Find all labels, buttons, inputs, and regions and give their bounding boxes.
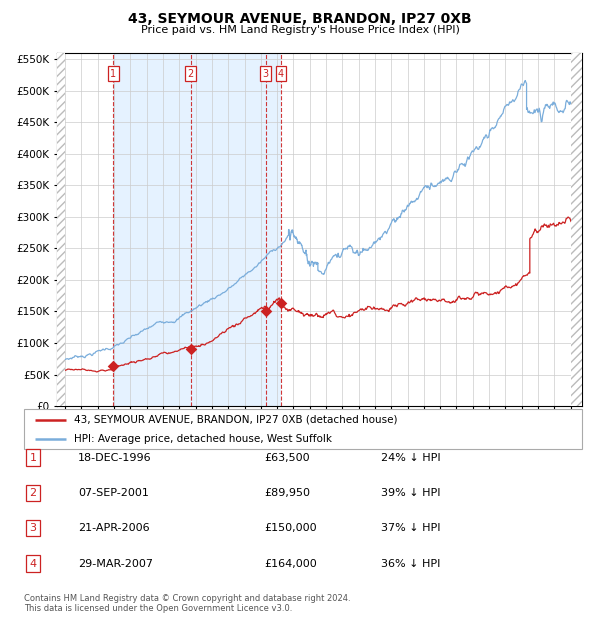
Text: £63,500: £63,500 <box>264 453 310 463</box>
Text: 07-SEP-2001: 07-SEP-2001 <box>78 488 149 498</box>
Text: 3: 3 <box>29 523 37 533</box>
Text: 24% ↓ HPI: 24% ↓ HPI <box>381 453 440 463</box>
Text: Contains HM Land Registry data © Crown copyright and database right 2024.
This d: Contains HM Land Registry data © Crown c… <box>24 594 350 613</box>
Point <box>186 344 196 354</box>
Text: HPI: Average price, detached house, West Suffolk: HPI: Average price, detached house, West… <box>74 434 332 444</box>
Text: 2: 2 <box>187 69 194 79</box>
Text: 3: 3 <box>263 69 269 79</box>
Text: 21-APR-2006: 21-APR-2006 <box>78 523 149 533</box>
Point <box>261 306 271 316</box>
Bar <box>113 53 281 406</box>
Text: 29-MAR-2007: 29-MAR-2007 <box>78 559 153 569</box>
Text: 4: 4 <box>29 559 37 569</box>
Point <box>109 361 118 371</box>
Text: 37% ↓ HPI: 37% ↓ HPI <box>381 523 440 533</box>
Bar <box>571 53 582 406</box>
Text: 18-DEC-1996: 18-DEC-1996 <box>78 453 152 463</box>
Text: Price paid vs. HM Land Registry's House Price Index (HPI): Price paid vs. HM Land Registry's House … <box>140 25 460 35</box>
Text: 39% ↓ HPI: 39% ↓ HPI <box>381 488 440 498</box>
Bar <box>57 53 65 406</box>
Text: 36% ↓ HPI: 36% ↓ HPI <box>381 559 440 569</box>
Text: £89,950: £89,950 <box>264 488 310 498</box>
Text: 43, SEYMOUR AVENUE, BRANDON, IP27 0XB (detached house): 43, SEYMOUR AVENUE, BRANDON, IP27 0XB (d… <box>74 415 398 425</box>
FancyBboxPatch shape <box>24 409 582 449</box>
Text: 1: 1 <box>29 453 37 463</box>
Text: £164,000: £164,000 <box>264 559 317 569</box>
Text: 43, SEYMOUR AVENUE, BRANDON, IP27 0XB: 43, SEYMOUR AVENUE, BRANDON, IP27 0XB <box>128 12 472 27</box>
Text: 4: 4 <box>278 69 284 79</box>
Point <box>276 298 286 308</box>
Text: £150,000: £150,000 <box>264 523 317 533</box>
Text: 2: 2 <box>29 488 37 498</box>
Text: 1: 1 <box>110 69 116 79</box>
